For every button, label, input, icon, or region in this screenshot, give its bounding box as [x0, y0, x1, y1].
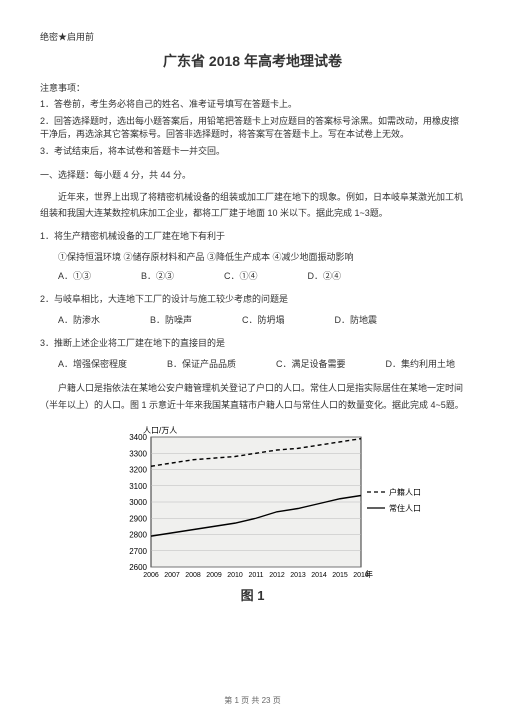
- q2-opt-a: A．防渗水: [58, 313, 100, 326]
- q2-options: A．防渗水 B．防噪声 C．防坍塌 D．防地震: [58, 313, 465, 326]
- q2-opt-c: C．防坍塌: [242, 313, 285, 326]
- notice-item-3: 3．考试结束后，将本试卷和答题卡一并交回。: [40, 145, 465, 159]
- q2-opt-d: D．防地震: [335, 313, 378, 326]
- q3-options: A．增强保密程度 B．保证产品品质 C．满足设备需要 D．集约利用土地: [58, 357, 465, 370]
- page-footer: 第 1 页 共 23 页: [0, 695, 505, 706]
- q3-opt-c: C．满足设备需要: [276, 357, 346, 370]
- svg-text:人口/万人: 人口/万人: [143, 426, 177, 435]
- svg-text:2800: 2800: [129, 530, 147, 539]
- svg-text:2008: 2008: [185, 572, 201, 579]
- section-1-header: 一、选择题：每小题 4 分，共 44 分。: [40, 168, 465, 181]
- q3-opt-b: B．保证产品品质: [167, 357, 236, 370]
- question-3: 3．推断上述企业将工厂建在地下的直接目的是: [40, 336, 465, 349]
- question-1: 1．将生产精密机械设备的工厂建在地下有利于: [40, 229, 465, 242]
- svg-text:3200: 3200: [129, 465, 147, 474]
- svg-text:3100: 3100: [129, 482, 147, 491]
- notice-label: 注意事项：: [40, 81, 465, 94]
- question-2: 2．与岐阜相比，大连地下工厂的设计与施工较少考虑的问题是: [40, 292, 465, 305]
- confidential-label: 绝密★启用前: [40, 30, 465, 43]
- notice-item-1: 1．答卷前，考生务必将自己的姓名、准考证号填写在答题卡上。: [40, 98, 465, 112]
- svg-text:3000: 3000: [129, 498, 147, 507]
- q3-opt-a: A．增强保密程度: [58, 357, 127, 370]
- svg-text:2900: 2900: [129, 514, 147, 523]
- svg-text:2006: 2006: [143, 572, 159, 579]
- notice-item-2: 2．回答选择题时，选出每小题答案后，用铅笔把答题卡上对应题目的答案标号涂黑。如需…: [40, 115, 465, 142]
- svg-text:户籍人口: 户籍人口: [389, 487, 421, 497]
- intro-1: 近年来，世界上出现了将精密机械设备的组装或加工厂建在地下的现象。例如，日本岐阜某…: [40, 189, 465, 221]
- svg-text:2007: 2007: [164, 572, 180, 579]
- q1-opt-a: A．①③: [58, 269, 91, 282]
- chart-caption: 图 1: [113, 585, 393, 604]
- svg-text:2015: 2015: [332, 572, 348, 579]
- svg-text:2010: 2010: [227, 572, 243, 579]
- q1-opt-b: B．②③: [141, 269, 174, 282]
- svg-text:2600: 2600: [129, 563, 147, 572]
- svg-text:2014: 2014: [311, 572, 327, 579]
- q2-opt-b: B．防噪声: [150, 313, 192, 326]
- svg-text:常住人口: 常住人口: [389, 503, 421, 513]
- svg-text:2011: 2011: [248, 572, 263, 579]
- svg-text:年: 年: [365, 569, 373, 579]
- q1-subopts: ①保持恒温环境 ②储存原材料和产品 ③降低生产成本 ④减少地面振动影响: [58, 250, 465, 263]
- svg-text:3300: 3300: [129, 449, 147, 458]
- q1-opt-c: C．①④: [224, 269, 258, 282]
- page-title: 广东省 2018 年高考地理试卷: [40, 51, 465, 71]
- svg-text:2012: 2012: [269, 572, 285, 579]
- svg-text:2009: 2009: [206, 572, 222, 579]
- svg-text:2013: 2013: [290, 572, 306, 579]
- q1-options: A．①③ B．②③ C．①④ D．②④: [58, 269, 465, 282]
- q3-opt-d: D．集约利用土地: [386, 357, 456, 370]
- svg-text:2700: 2700: [129, 547, 147, 556]
- chart-figure-1: 2600270028002900300031003200330034002006…: [113, 423, 393, 604]
- intro-2: 户籍人口是指依法在某地公安户籍管理机关登记了户口的人口。常住人口是指实际居住在某…: [40, 380, 465, 412]
- population-chart: 2600270028002900300031003200330034002006…: [113, 423, 423, 583]
- q1-opt-d: D．②④: [308, 269, 342, 282]
